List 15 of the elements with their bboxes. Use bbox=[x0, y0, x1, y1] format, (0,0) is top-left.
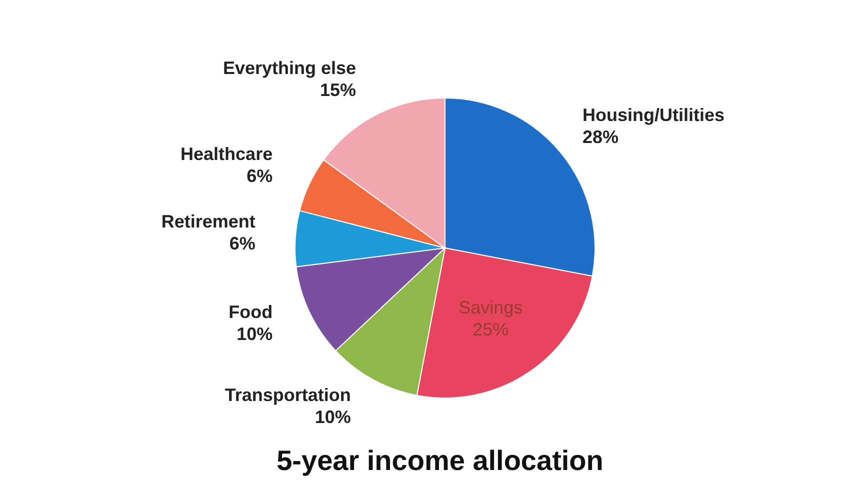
slice-label: Savings bbox=[458, 297, 523, 318]
slice-label: Transportation bbox=[224, 385, 351, 406]
slice-label: Everything else bbox=[222, 58, 356, 78]
text: 5-year income allocation bbox=[276, 445, 604, 476]
data-label: 28% bbox=[582, 127, 619, 148]
slice-label: Food bbox=[228, 302, 273, 322]
data-label: 25% bbox=[472, 319, 509, 340]
slice-label: Housing/Utilities bbox=[582, 105, 725, 126]
data-label: 6% bbox=[246, 166, 273, 186]
data-label: 10% bbox=[314, 407, 351, 428]
slice-label: Retirement bbox=[161, 211, 256, 232]
data-label: 10% bbox=[236, 324, 273, 344]
data-label: 6% bbox=[229, 233, 256, 254]
slice-label: Healthcare bbox=[180, 144, 273, 164]
data-label: 15% bbox=[320, 80, 356, 100]
